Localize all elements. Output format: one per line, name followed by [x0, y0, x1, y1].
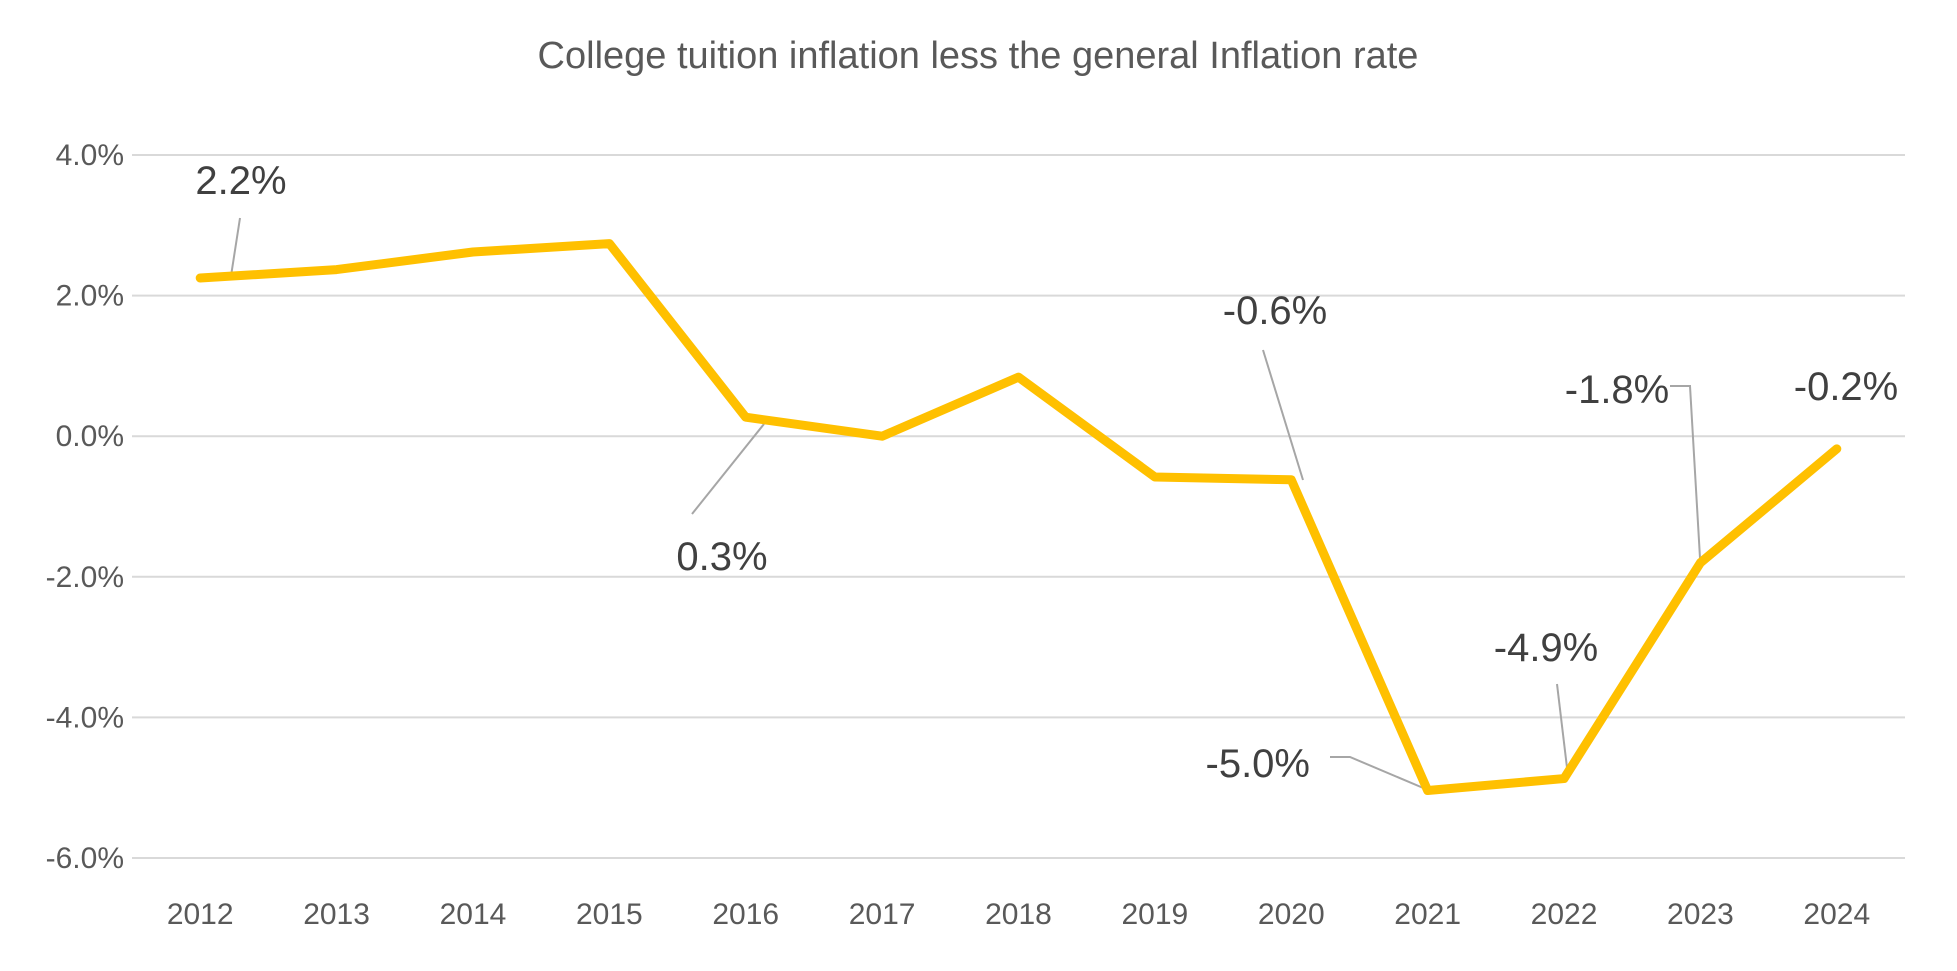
- y-tick-label: -2.0%: [46, 561, 124, 594]
- data-label: -5.0%: [1206, 742, 1311, 786]
- data-label-leaders: [230, 217, 1701, 791]
- x-tick-label: 2012: [167, 898, 234, 931]
- x-tick-label: 2020: [1258, 898, 1325, 931]
- x-tick-label: 2014: [440, 898, 507, 931]
- y-tick-label: 4.0%: [56, 139, 124, 172]
- x-tick-label: 2021: [1394, 898, 1461, 931]
- leader-line: [1556, 683, 1569, 777]
- x-axis-ticks: 2012 2013 2014 2015 2016 2017 2018 2019 2020 2021…: [167, 898, 1870, 931]
- chart-title: College tuition inflation less the gener…: [538, 35, 1419, 77]
- y-tick-label: -4.0%: [46, 701, 124, 734]
- y-tick-label: 0.0%: [56, 420, 124, 453]
- leader-line: [1330, 756, 1429, 791]
- y-axis-ticks: 4.0% 2.0% 0.0% -2.0% -4.0% -6.0%: [46, 139, 124, 875]
- x-tick-label: 2018: [985, 898, 1052, 931]
- leader-line: [1262, 349, 1304, 481]
- y-tick-label: 2.0%: [56, 280, 124, 313]
- data-label: -0.2%: [1794, 365, 1899, 409]
- x-tick-label: 2019: [1122, 898, 1189, 931]
- data-labels: 2.2% 0.3% -0.6% -5.0% -4.9% -1.8% -0.2%: [195, 159, 1898, 786]
- leader-line: [691, 423, 765, 515]
- x-tick-label: 2015: [576, 898, 643, 931]
- x-tick-label: 2023: [1667, 898, 1734, 931]
- x-tick-label: 2024: [1803, 898, 1870, 931]
- series-layer: [195, 239, 1842, 796]
- y-tick-label: -6.0%: [46, 842, 124, 875]
- gridlines: [132, 154, 1905, 859]
- data-label: 2.2%: [195, 159, 286, 203]
- data-label: -1.8%: [1565, 368, 1670, 412]
- data-label: -0.6%: [1223, 289, 1328, 333]
- data-label: -4.9%: [1494, 626, 1599, 670]
- x-tick-label: 2016: [712, 898, 779, 931]
- x-tick-label: 2013: [303, 898, 370, 931]
- x-tick-label: 2022: [1531, 898, 1598, 931]
- leader-line: [1670, 385, 1701, 559]
- x-tick-label: 2017: [849, 898, 916, 931]
- data-label: 0.3%: [676, 535, 767, 579]
- series-line: [195, 239, 1842, 796]
- leader-line: [230, 217, 241, 277]
